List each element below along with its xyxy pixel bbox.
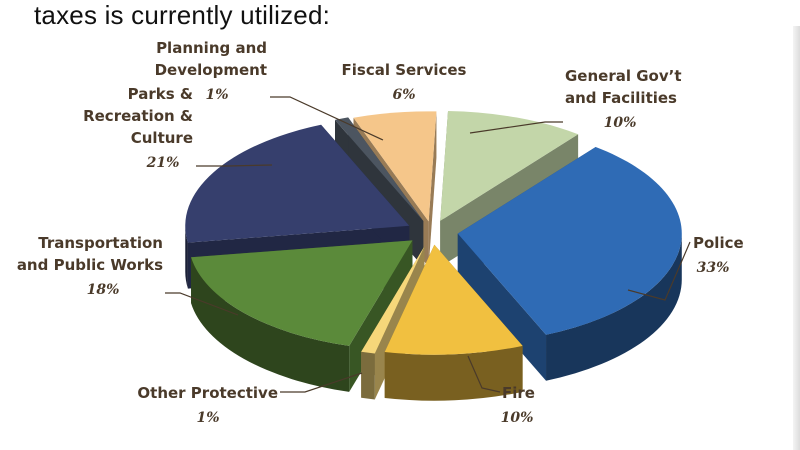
- slice-label-line: Fiscal Services: [342, 61, 467, 79]
- pie-slice-top: [361, 246, 425, 354]
- slice-label-2: Other Protective: [137, 384, 278, 402]
- callout-leader-5: [270, 96, 384, 141]
- callout-leader-4: [196, 164, 273, 167]
- slice-label-line: Transportation: [38, 234, 163, 252]
- pie-slice-wall: [457, 233, 547, 381]
- slice-label-line: and Facilities: [565, 89, 677, 107]
- pie-slice-wall: [428, 111, 437, 268]
- pie-slice-top: [353, 111, 437, 222]
- slice-label-line: Parks &: [128, 85, 193, 103]
- slice-value-label-1: 10%: [501, 410, 534, 426]
- callout-leader-3: [165, 292, 239, 316]
- slice-label-line: Development: [155, 61, 267, 79]
- slice-label-6: Fiscal Services: [342, 61, 467, 79]
- slice-label-line: Fire: [502, 384, 535, 402]
- slice-value-label-6: 6%: [392, 87, 415, 103]
- callout-leaders: [165, 96, 691, 393]
- pie-slice-top: [334, 117, 424, 222]
- pie-slice-1: [384, 244, 523, 401]
- slice-label-5: Planning and Development: [155, 39, 267, 79]
- pie-slice-rim: [361, 351, 375, 400]
- slice-value-label-5: 1%: [205, 87, 228, 103]
- slice-label-line: Recreation &: [83, 107, 193, 125]
- slice-value-label-0: 33%: [697, 260, 730, 276]
- window-edge: [793, 26, 800, 450]
- callout-leader-7: [469, 121, 563, 134]
- slice-value-label-7: 10%: [604, 115, 637, 131]
- slice-label-1: Fire: [502, 384, 535, 402]
- pie-slices: [185, 110, 682, 401]
- pie-slice-rim: [384, 345, 523, 401]
- slice-label-7: General Gov’t and Facilities: [565, 67, 681, 107]
- slice-label-line: General Gov’t: [565, 67, 681, 85]
- slice-label-line: Other Protective: [137, 384, 278, 402]
- pie-slice-rim: [546, 233, 682, 381]
- callout-leader-1: [467, 355, 501, 393]
- pie-slice-top: [457, 146, 682, 335]
- slice-label-0: Police: [693, 234, 744, 252]
- callout-leader-0: [627, 241, 691, 301]
- slice-label-line: Culture: [131, 129, 193, 147]
- slice-label-3: Transportation and Public Works: [17, 234, 163, 274]
- pie-slice-top: [191, 240, 413, 346]
- slice-label-line: Police: [693, 234, 744, 252]
- pie-slice-wall: [361, 246, 425, 398]
- callout-labels: Police 33% Fire 10% Other Protective 1% Transp…: [17, 39, 744, 426]
- slice-label-line: Planning and: [156, 39, 267, 57]
- slice-label-line: and Public Works: [17, 256, 163, 274]
- slice-value-label-2: 1%: [196, 410, 219, 426]
- pie-slice-top: [185, 124, 410, 243]
- slice-value-label-4: 21%: [146, 155, 180, 171]
- pie-slice-top: [384, 244, 523, 355]
- callout-leader-2: [280, 372, 363, 393]
- pie-slice-0: [457, 146, 682, 381]
- slice-label-4: Parks & Recreation & Culture: [83, 85, 193, 147]
- slice-value-label-3: 18%: [87, 282, 120, 298]
- pie-slice-rim: [185, 225, 188, 289]
- pie-slice-rim: [191, 257, 350, 392]
- page-heading: taxes is currently utilized:: [34, 0, 331, 30]
- pie-slice-top: [440, 110, 579, 221]
